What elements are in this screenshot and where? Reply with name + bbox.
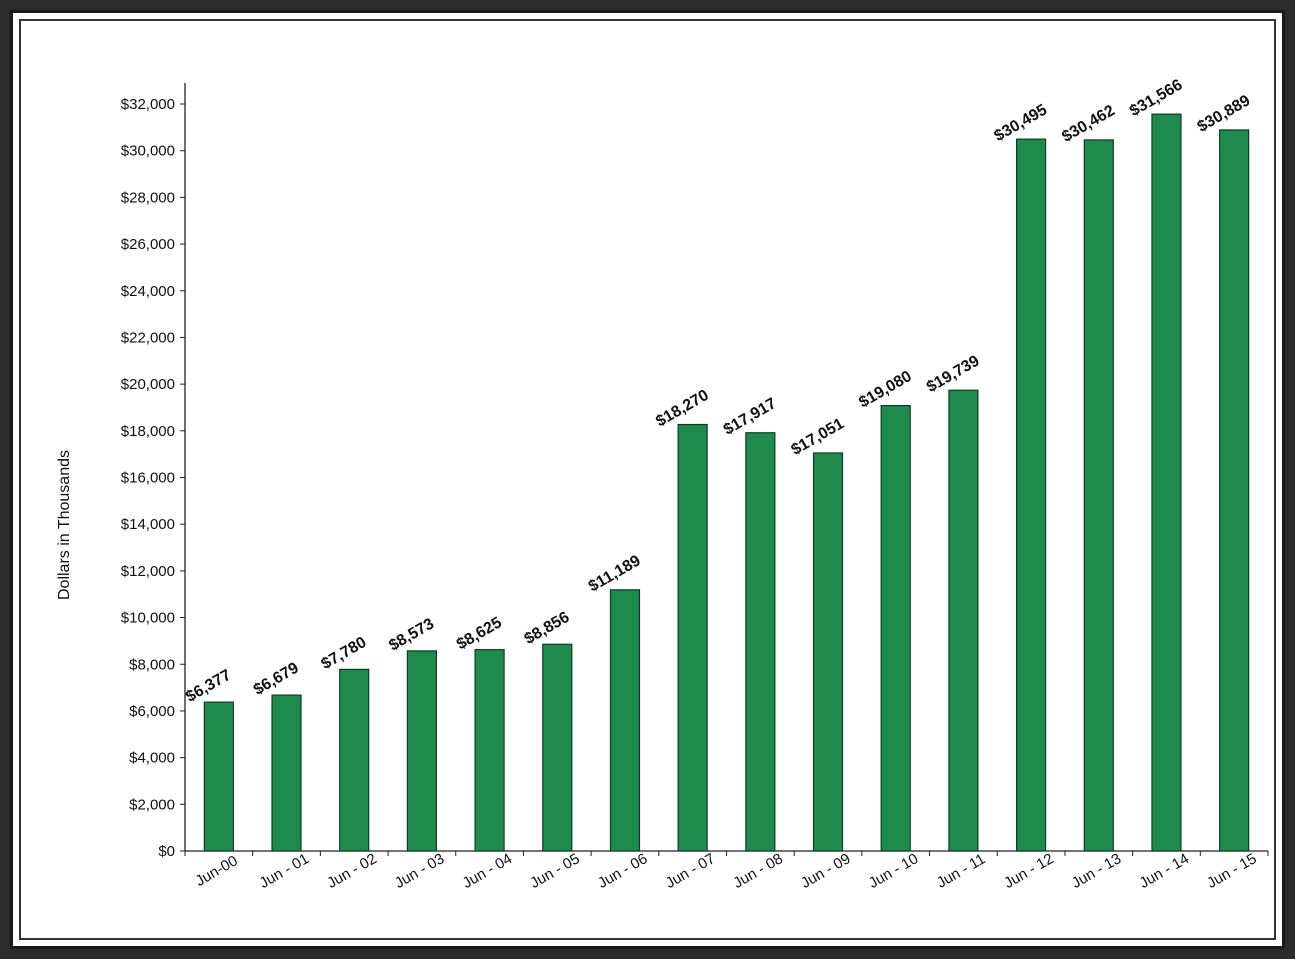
- bar: [677, 423, 708, 852]
- x-tick-label: Jun - 06: [595, 850, 650, 892]
- y-tick-label: $2,000: [129, 796, 175, 813]
- x-tick-label: Jun - 01: [257, 850, 312, 892]
- y-tick-label: $22,000: [121, 329, 175, 346]
- data-label: $30,495: [992, 101, 1051, 145]
- data-label: $30,462: [1059, 102, 1118, 146]
- y-tick-label: $10,000: [121, 610, 175, 627]
- data-label: $17,917: [721, 395, 780, 439]
- y-tick-label: $8,000: [129, 656, 175, 673]
- chart-frame: Dollars in Thousands $0 $2,000 $4,000 $6,00…: [10, 10, 1285, 949]
- x-tick-label: Jun - 07: [663, 850, 718, 892]
- x-tick-label: Jun - 13: [1069, 850, 1124, 892]
- bar: [948, 389, 979, 852]
- x-tick-label: Jun - 12: [1001, 850, 1056, 892]
- y-tick-label: $4,000: [129, 750, 175, 767]
- data-label: $8,625: [454, 614, 505, 653]
- data-label: $30,889: [1195, 92, 1254, 136]
- y-tick-label: $18,000: [121, 423, 175, 440]
- x-tick-label: Jun - 03: [392, 850, 447, 892]
- data-label: $11,189: [586, 552, 644, 595]
- bar-chart: Dollars in Thousands $0 $2,000 $4,000 $6,00…: [56, 76, 1269, 892]
- bar: [1151, 113, 1182, 852]
- bar: [880, 405, 911, 852]
- data-label: $19,080: [856, 368, 915, 412]
- y-tick-label: $32,000: [121, 96, 175, 113]
- chart-inner-border: [19, 19, 1276, 940]
- y-tick-label: $12,000: [121, 563, 175, 580]
- data-label: $6,377: [183, 667, 234, 706]
- y-tick-label: $20,000: [121, 376, 175, 393]
- bar: [474, 649, 505, 852]
- y-tick-label: $6,000: [129, 703, 175, 720]
- bar: [812, 452, 844, 852]
- bar: [745, 432, 776, 852]
- x-tick-label: Jun - 14: [1136, 850, 1191, 892]
- y-tick-label: $16,000: [121, 470, 175, 487]
- bar: [271, 694, 302, 852]
- y-tick-label: $30,000: [121, 143, 175, 160]
- data-label: $8,856: [522, 609, 573, 648]
- y-tick-label: $28,000: [121, 189, 175, 206]
- data-label: $17,051: [788, 415, 847, 459]
- bar: [1083, 139, 1114, 852]
- data-label: $8,573: [386, 615, 437, 654]
- y-axis-title: Dollars in Thousands: [56, 450, 73, 600]
- bar: [339, 668, 370, 852]
- y-tick-label: $0: [158, 843, 175, 860]
- data-label: $31,566: [1127, 76, 1186, 120]
- data-label: $6,679: [251, 660, 302, 699]
- bar: [542, 643, 573, 852]
- bar: [1015, 138, 1047, 852]
- x-tick-label: Jun - 15: [1204, 850, 1259, 892]
- x-tick-label: Jun - 04: [460, 850, 515, 892]
- y-tick-label: $26,000: [121, 236, 175, 253]
- y-tick-label: $24,000: [121, 283, 175, 300]
- x-tick-label: Jun - 11: [934, 850, 988, 891]
- x-tick-label: Jun - 08: [730, 850, 785, 892]
- data-label: $18,270: [653, 387, 712, 431]
- data-label: $7,780: [319, 634, 370, 673]
- x-tick-label: Jun - 02: [324, 850, 379, 892]
- bar: [1219, 129, 1250, 852]
- bar: [203, 701, 234, 852]
- bar: [406, 650, 438, 852]
- x-tick-label: Jun - 10: [866, 850, 921, 892]
- x-tick-label: Jun - 05: [527, 850, 582, 892]
- data-label: $19,739: [924, 352, 983, 396]
- x-tick-label: Jun-00: [192, 852, 240, 890]
- bar: [609, 589, 641, 852]
- x-tick-label: Jun - 09: [798, 850, 853, 892]
- y-tick-label: $14,000: [121, 516, 175, 533]
